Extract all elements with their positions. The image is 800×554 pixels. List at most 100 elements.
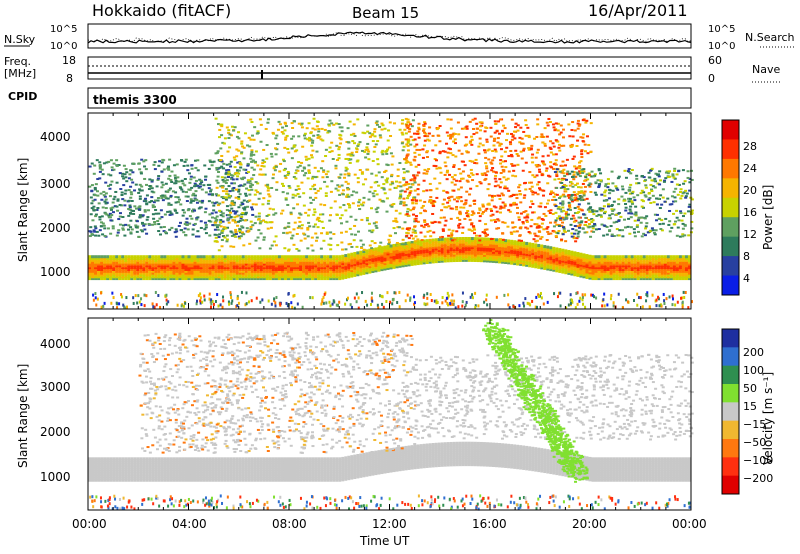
power-cell xyxy=(143,165,147,168)
power-cell xyxy=(564,213,568,216)
power-cell xyxy=(98,218,102,221)
power-cell xyxy=(373,146,377,149)
power-cell xyxy=(561,194,565,197)
power-cell xyxy=(174,177,178,180)
power-cell xyxy=(311,258,315,262)
power-cell xyxy=(286,275,290,279)
power-cell xyxy=(229,267,233,271)
power-cell xyxy=(293,255,297,259)
power-cell xyxy=(475,127,479,130)
power-cell xyxy=(514,149,518,152)
power-cell xyxy=(385,197,389,200)
power-cell xyxy=(492,256,496,260)
power-cell xyxy=(314,196,318,199)
power-cell xyxy=(89,196,93,199)
power-cell xyxy=(226,257,230,261)
power-cell xyxy=(220,160,224,163)
power-cell xyxy=(411,139,415,142)
power-cell xyxy=(630,255,634,259)
power-cell xyxy=(392,247,396,251)
power-cell xyxy=(543,248,547,252)
power-cell xyxy=(420,206,424,209)
power-cell xyxy=(277,120,281,123)
power-cell xyxy=(387,242,391,245)
power-cell xyxy=(405,188,409,191)
power-cell xyxy=(353,135,357,138)
power-cell xyxy=(412,174,416,177)
power-cell xyxy=(184,262,188,266)
power-cell xyxy=(142,255,146,259)
power-cell xyxy=(109,183,113,186)
power-cell xyxy=(535,136,539,139)
power-cell xyxy=(300,161,304,164)
power-cell xyxy=(423,135,427,138)
power-cell xyxy=(615,277,619,281)
power-cell xyxy=(365,262,369,266)
power-cell xyxy=(642,257,646,261)
power-cell xyxy=(456,121,460,124)
power-cell xyxy=(446,255,450,259)
power-cell xyxy=(431,251,435,255)
power-cell xyxy=(299,267,303,271)
power-cell xyxy=(669,267,673,271)
power-cell xyxy=(503,221,507,224)
power-cell xyxy=(327,129,331,132)
power-cell xyxy=(443,161,447,164)
power-cell xyxy=(543,265,547,269)
power-cell xyxy=(413,138,417,141)
power-cell xyxy=(94,213,98,216)
power-cell xyxy=(175,260,179,264)
power-cell xyxy=(485,257,489,261)
power-cell xyxy=(217,262,221,266)
power-cell xyxy=(451,229,455,232)
power-cell xyxy=(251,224,255,227)
power-cell xyxy=(166,269,170,273)
power-cell xyxy=(410,250,414,254)
power-cell xyxy=(302,204,306,207)
power-cell xyxy=(517,239,521,242)
power-cell xyxy=(581,140,585,143)
power-cell xyxy=(356,273,360,277)
power-cell xyxy=(594,271,598,275)
noise-left-tick-low: 10^0 xyxy=(50,41,77,52)
power-cell xyxy=(268,221,272,224)
power-cell xyxy=(555,175,559,178)
power-cell xyxy=(581,119,585,122)
power-cell xyxy=(356,254,360,258)
power-cell xyxy=(416,260,420,264)
power-cell xyxy=(97,264,101,268)
power-cell xyxy=(311,149,315,152)
power-cell xyxy=(575,193,579,196)
power-cell xyxy=(392,258,396,262)
power-cell xyxy=(293,260,297,264)
power-cell xyxy=(164,182,168,185)
power-cell xyxy=(464,244,468,248)
power-cell xyxy=(202,271,206,275)
power-cell xyxy=(88,266,91,270)
power-cell xyxy=(326,273,330,277)
power-cell xyxy=(168,158,172,161)
power-cell xyxy=(242,176,246,179)
power-cell xyxy=(582,271,586,275)
power-cell xyxy=(633,255,637,259)
power-cell xyxy=(431,258,435,262)
power-cell xyxy=(371,229,375,232)
power-cell xyxy=(145,258,149,262)
power-cell xyxy=(624,275,628,279)
power-cell xyxy=(273,169,277,172)
power-cell xyxy=(531,161,535,164)
power-cell xyxy=(145,269,149,273)
power-cell xyxy=(464,242,468,246)
power-cell xyxy=(461,242,465,246)
power-cell xyxy=(377,171,381,174)
power-cell xyxy=(103,258,107,262)
power-cell xyxy=(566,173,570,176)
power-cell xyxy=(253,271,257,275)
power-cell xyxy=(136,269,140,273)
power-cell xyxy=(303,134,307,137)
power-cell xyxy=(129,191,133,194)
power-cell xyxy=(332,123,336,126)
power-cell xyxy=(250,208,254,211)
power-cell xyxy=(322,170,326,173)
power-cell xyxy=(402,197,406,200)
